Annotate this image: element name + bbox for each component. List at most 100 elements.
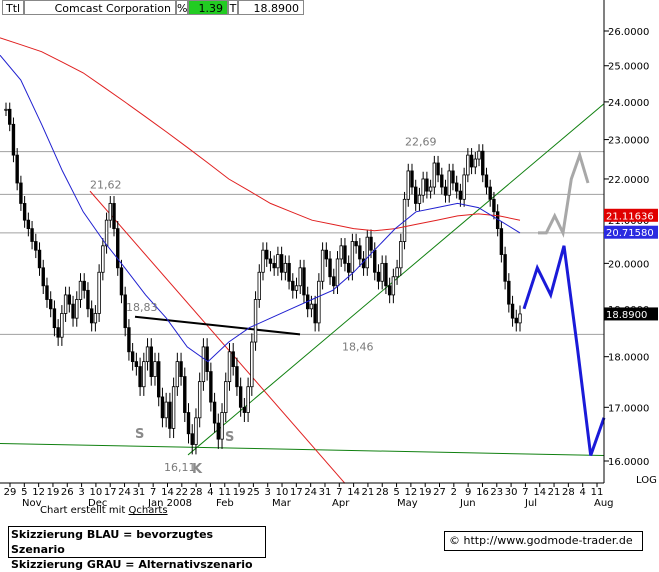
candle-body [462, 174, 466, 200]
time-tick-label: 22 [175, 487, 188, 498]
candle-body [48, 299, 53, 310]
chart-credit: Chart erstellt mit Qcharts [40, 505, 168, 516]
candle-body [466, 154, 470, 176]
candle-body [216, 422, 221, 440]
credit-prefix: Chart erstellt mit [40, 505, 129, 516]
candle-body [67, 294, 72, 305]
level-label: 18,83 [126, 301, 158, 314]
candle-body [220, 412, 224, 440]
time-tick-label: 12 [32, 487, 45, 498]
time-tick-label: 16 [476, 487, 489, 498]
credit-tool-link[interactable]: Qcharts [128, 505, 168, 516]
time-tick-label: 5 [393, 487, 399, 498]
candle-body [97, 271, 101, 314]
candle-body [406, 170, 410, 200]
candle-body [127, 327, 131, 353]
candle-body [78, 280, 83, 300]
moving-average-blue [0, 54, 521, 363]
candle-body [119, 267, 124, 296]
candle-body [440, 174, 444, 188]
header-company-name: Comcast Corporation [24, 0, 176, 15]
price-tag-box [604, 225, 658, 239]
candle-body [89, 308, 94, 324]
candle-body [142, 361, 146, 388]
candle-body [294, 285, 299, 291]
price-tick-label: 25.0000 [608, 62, 649, 73]
scenario-sketches [522, 150, 606, 456]
moving-average-red [0, 37, 521, 232]
time-tick-label: 21 [548, 487, 561, 498]
candle-body [175, 361, 180, 388]
month-label: Apr [332, 498, 350, 509]
pattern-label: S [225, 430, 234, 445]
time-tick-label: 14 [347, 487, 360, 498]
candle-body [108, 203, 112, 221]
candle-body [22, 203, 27, 221]
candle-body [171, 386, 176, 429]
time-tick-label: 11 [218, 487, 231, 498]
candle-body [320, 249, 325, 282]
candle-body [313, 303, 317, 324]
price-tick-label: 23.0000 [608, 136, 649, 147]
candle-body [149, 346, 153, 377]
candle-body [8, 108, 12, 125]
time-tick-label: 2 [451, 487, 457, 498]
time-tick-label: 19 [47, 487, 60, 498]
legend-line-gray: Skizzierung GRAU = Alternativszenario [11, 558, 253, 571]
time-tick-label: 29 [4, 487, 17, 498]
price-tick-label: 24.0000 [608, 98, 649, 109]
time-tick-label: 19 [233, 487, 246, 498]
source-url[interactable]: © http://www.godmode-trader.de [444, 531, 643, 551]
candle-body [276, 254, 280, 269]
candle-body [451, 170, 455, 184]
legend-line-blue: Skizzierung BLAU = bevorzugtes Szenario [11, 528, 214, 556]
level-label: 21,62 [90, 178, 122, 191]
pattern-label: K [192, 462, 203, 477]
neckline [134, 315, 301, 336]
time-tick-label: 30 [505, 487, 518, 498]
trend-lines [0, 103, 605, 484]
candle-body [279, 254, 284, 273]
candle-body [324, 249, 329, 260]
time-tick-label: 12 [405, 487, 418, 498]
time-tick-label: 31 [132, 487, 145, 498]
candle-body [257, 271, 261, 300]
candle-body [507, 280, 511, 305]
price-tags: 21.11636 20.71580 18.8900 [604, 208, 658, 321]
candle-body [250, 341, 254, 388]
candle-body [309, 303, 314, 310]
candle-body [518, 313, 522, 324]
price-tag-value: 20.71580 [606, 228, 654, 239]
candle-body [384, 262, 388, 287]
month-label: Mar [272, 498, 292, 509]
candle-body [458, 190, 463, 200]
time-tick-label: 7 [522, 487, 528, 498]
candle-body [302, 267, 306, 296]
time-tick-label: 26 [61, 487, 74, 498]
candle-body [268, 258, 273, 264]
time-tick-label: 23 [490, 487, 503, 498]
candle-body [11, 123, 16, 156]
price-tick-label: 18.0000 [608, 353, 649, 364]
candle-body [428, 186, 433, 192]
candle-body [387, 285, 392, 296]
candle-body [209, 371, 213, 403]
time-tick-label: 11 [591, 487, 604, 498]
time-tick-label: 10 [90, 487, 103, 498]
candle-body [93, 313, 98, 324]
time-tick-label: 28 [190, 487, 203, 498]
month-label: Jun [459, 498, 476, 509]
time-tick-label: 31 [319, 487, 332, 498]
candle-body [242, 406, 247, 413]
candle-body [339, 245, 343, 260]
candle-body [104, 219, 109, 247]
level-label: 16,11 [164, 461, 196, 474]
time-tick-label: 14 [533, 487, 546, 498]
candle-body [86, 289, 90, 310]
candle-body [317, 280, 321, 324]
time-tick-label: 10 [276, 487, 289, 498]
time-tick-label: 4 [207, 487, 213, 498]
candle-body [235, 366, 239, 388]
candle-body [376, 271, 381, 282]
candle-body [145, 346, 150, 363]
